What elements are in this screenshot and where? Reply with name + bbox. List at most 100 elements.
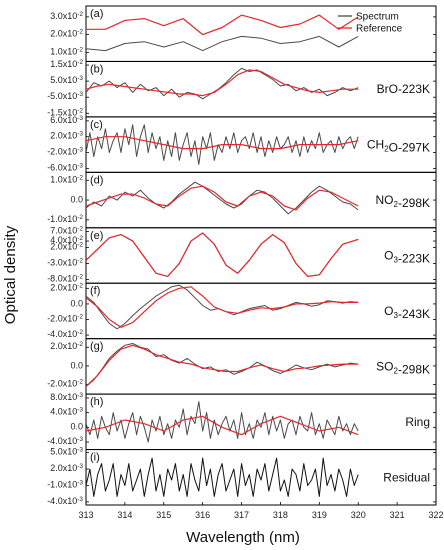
x-tick-label: 319 (312, 510, 327, 520)
y-tick-label-5-2: -2.0x10-2 (47, 313, 83, 324)
y-tick-mantissa: -4.0x10 (47, 436, 77, 446)
series-line-residual (86, 457, 359, 497)
panel-i: 5.0x10-32.0x10-3-1.0x10-3-4.0x10-3(i)Res… (47, 446, 437, 506)
panel-series-group (86, 343, 359, 387)
panels-layer: 3.0x10-22.0x10-21.0x10-2(a) SpectrumRefer… (47, 5, 437, 506)
y-tick-mantissa: 4.0x10 (50, 235, 77, 245)
series-line-reference (86, 69, 359, 97)
y-tick-label-2-1: 2.0x10-3 (50, 130, 83, 141)
panel-label: Residual (383, 470, 430, 484)
y-tick-label-1-3: -1.5x10-2 (47, 107, 83, 118)
panel-label-text: SO (376, 359, 393, 373)
y-tick-mantissa: -6.0x10 (47, 163, 77, 173)
panel-letter: (h) (90, 396, 103, 408)
panel-series-group (86, 14, 359, 52)
y-tick-mantissa: 1.0x10 (50, 47, 77, 57)
y-tick-mantissa: 1.5x10 (50, 59, 77, 69)
panel-label-text: O (384, 249, 393, 263)
panel-label-text: O-297K (389, 141, 430, 155)
panel-d: 1.0x10-20.0-1.0x10-2(d)NO2-298K (47, 171, 437, 229)
x-tick-label: 315 (156, 510, 171, 520)
x-tick-label: 318 (273, 510, 288, 520)
y-tick-mantissa: -1.5x10 (47, 108, 77, 118)
panel-label-text: Residual (383, 470, 430, 484)
series-line-spectrum (86, 401, 359, 443)
y-tick-mantissa: 2.0x10 (50, 242, 77, 252)
y-tick-mantissa: 4.0x10 (50, 407, 77, 417)
series-line-reference (86, 185, 359, 211)
y-tick-mantissa: 2.0x10 (50, 131, 77, 141)
y-tick-mantissa: 2.0x10 (50, 29, 77, 39)
x-tick-label: 314 (117, 510, 132, 520)
y-tick-mantissa: -4.0x10 (47, 329, 77, 339)
y-tick-exponent: -3 (77, 392, 83, 399)
panel-letter: (g) (90, 341, 103, 353)
panel-letter: (a) (90, 8, 103, 20)
series-line-reference (86, 136, 359, 150)
legend-label-reference: Reference (356, 24, 403, 35)
y-tick-mantissa: -1.0x10 (47, 214, 77, 224)
y-tick-exponent: -2 (77, 235, 83, 242)
y-tick-exponent: -2 (77, 11, 83, 18)
y-tick-label-4-1: 4.0x10-2 (50, 235, 83, 246)
y-tick-mantissa: 5.0x10 (50, 447, 77, 457)
panel-h: 8.0x10-34.0x10-30.0-4.0x10-3(h)Ring (47, 392, 437, 451)
series-line-spectrum (86, 181, 359, 215)
y-tick-exponent: -2 (77, 273, 83, 280)
panel-label-text: NO (376, 193, 394, 207)
y-tick-exponent: -2 (77, 241, 83, 248)
y-tick-exponent: -2 (77, 313, 83, 320)
y-tick-label-0-0: 3.0x10-2 (50, 11, 83, 22)
y-tick-exponent: -2 (77, 174, 83, 181)
y-tick-exponent: -2 (77, 257, 83, 264)
panel-letter: (i) (90, 452, 100, 464)
series-line-reference (86, 415, 359, 436)
panel-label: Ring (405, 415, 430, 429)
y-tick-mantissa: -2.0x10 (47, 379, 77, 389)
panel-b: 1.5x10-25.0x10-3-5.0x10-3-1.5x10-2(b)BrO… (47, 59, 437, 118)
panel-label-subscript: 2 (384, 145, 389, 154)
y-tick-label-8-1: 2.0x10-3 (50, 463, 83, 474)
panel-letter: (b) (90, 63, 103, 75)
y-tick-exponent: -3 (77, 436, 83, 443)
y-tick-mantissa: 5.0x10 (50, 76, 77, 86)
x-tick-label: 321 (390, 510, 405, 520)
series-line-reference (86, 344, 359, 387)
y-tick-label-0-2: 1.0x10-2 (50, 46, 83, 57)
y-tick-mantissa: -1.0x10 (47, 480, 77, 490)
panel-label-subscript: 2 (394, 200, 399, 209)
y-tick-exponent: -2 (77, 46, 83, 53)
y-tick-label-4-2: 2.0x10-2 (50, 241, 83, 252)
panel-label-text: -298K (398, 362, 430, 376)
panel-series-group (86, 67, 359, 100)
y-tick-mantissa: 8.0x10 (50, 392, 77, 402)
y-tick-exponent: -3 (77, 75, 83, 82)
y-tick-exponent: -2 (77, 28, 83, 35)
panel-label-text: CH (367, 138, 384, 152)
y-tick-exponent: -2 (77, 59, 83, 66)
panel-series-group (86, 232, 359, 277)
series-line-reference (86, 14, 359, 36)
y-tick-label-1-0: 1.5x10-2 (50, 59, 83, 70)
panel-label: O3-243K (384, 304, 430, 321)
panel-letter: (f) (90, 285, 100, 297)
y-tick-label-2-0: 6.0x10-3 (50, 115, 83, 126)
y-tick-exponent: -3 (77, 479, 83, 486)
y-tick-exponent: -3 (77, 162, 83, 169)
y-tick-label-4-0: 7.0x10-2 (50, 225, 83, 236)
panel-label-text: -223K (398, 252, 430, 266)
y-tick-exponent: -3 (77, 446, 83, 453)
y-tick-mantissa: -3.0x10 (47, 258, 77, 268)
x-tick-label: 322 (428, 510, 443, 520)
y-tick-label-5-1: 0.0 (70, 298, 83, 308)
y-tick-label-7-0: 8.0x10-3 (50, 392, 83, 403)
panel-label-subscript: 3 (394, 256, 399, 265)
y-tick-label-1-1: 5.0x10-3 (50, 75, 83, 86)
panel-label: BrO-223K (377, 82, 430, 96)
y-tick-exponent: -3 (77, 496, 83, 503)
x-axis: 313 314 315 316 317 318 319 320 321 322 (78, 502, 444, 520)
y-tick-label-5-0: 2.0x10-2 (50, 282, 83, 293)
panel-series-group (86, 181, 359, 215)
